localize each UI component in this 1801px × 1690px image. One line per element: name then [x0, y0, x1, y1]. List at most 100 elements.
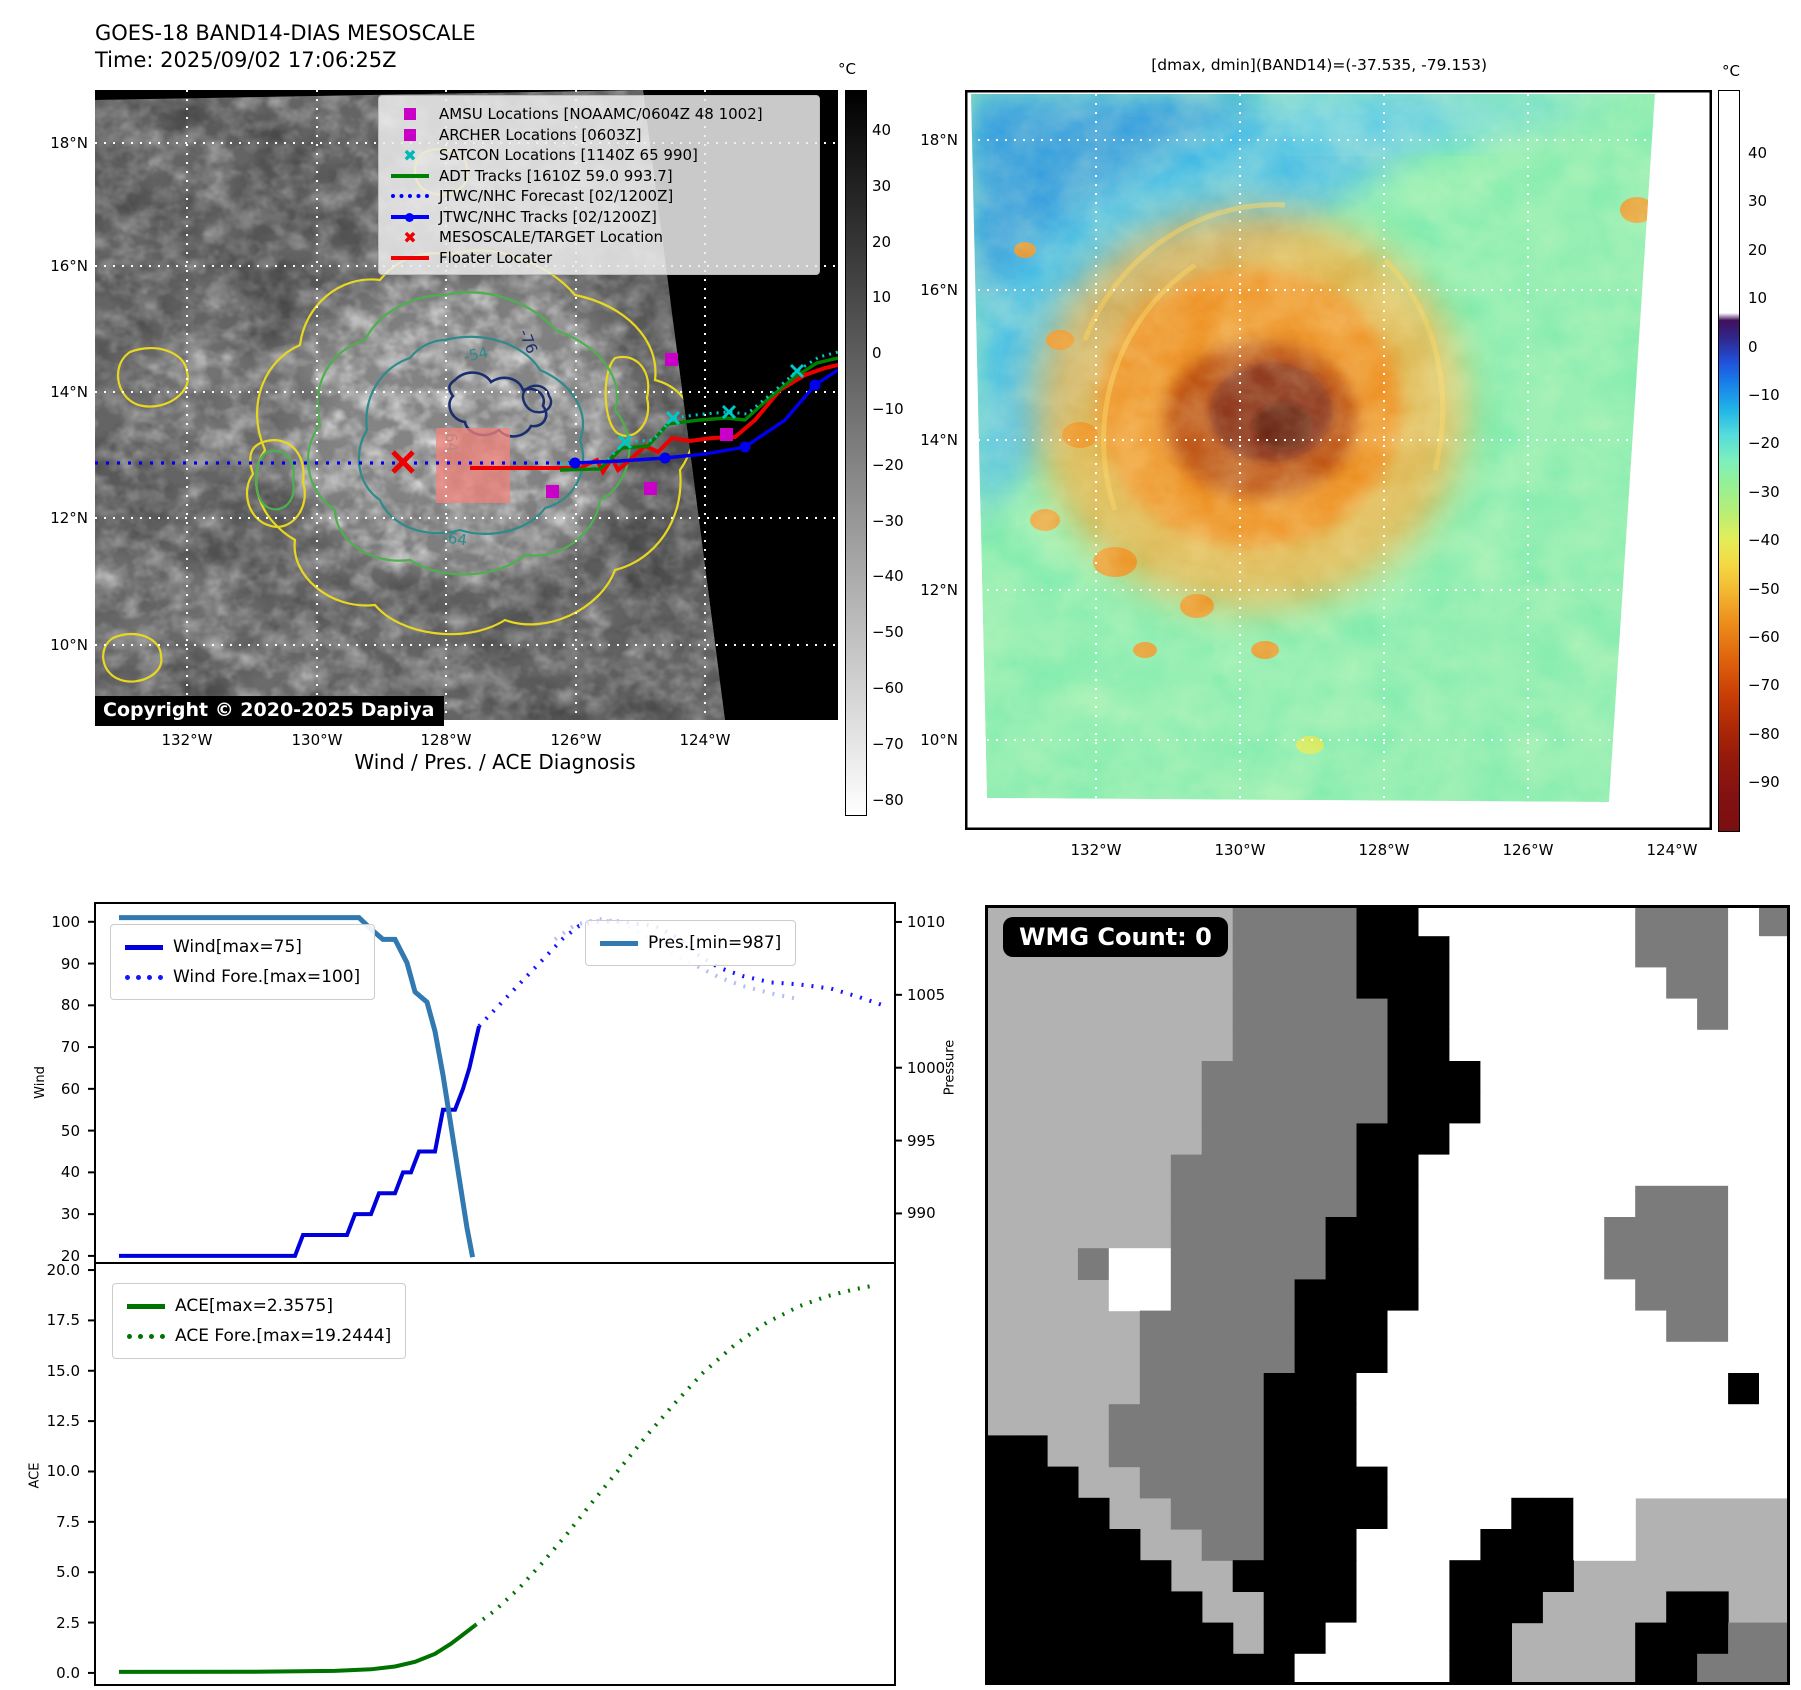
wmg-grid-cell — [1666, 936, 1698, 968]
wmg-grid-cell — [1728, 1653, 1760, 1685]
legend-item: ✖ MESOSCALE/TARGET Location — [389, 227, 807, 248]
wmg-grid-cell — [1511, 936, 1543, 968]
wmg-grid-cell — [1232, 967, 1265, 1000]
wmg-grid-cell — [1356, 1341, 1389, 1374]
wmg-grid-cell — [1201, 1092, 1234, 1124]
wmg-grid-cell — [1139, 1279, 1172, 1312]
wmg-grid-cell — [1170, 1404, 1203, 1436]
wmg-grid-cell — [1728, 1123, 1760, 1156]
wmg-grid-cell — [1294, 1529, 1327, 1561]
ace-tick-label: 17.5 — [46, 1311, 80, 1330]
wmg-grid-cell — [1263, 1217, 1296, 1249]
wmg-grid-cell — [1728, 1404, 1760, 1436]
wmg-grid-cell — [1294, 1310, 1327, 1343]
wmg-grid-cell — [1016, 1653, 1048, 1685]
wmg-grid-cell — [1449, 1466, 1481, 1499]
wind-axis-label: Wind — [32, 1066, 48, 1099]
wmg-grid-cell — [1387, 1373, 1420, 1405]
wmg-grid-cell — [1418, 1310, 1451, 1343]
wmg-grid-cell — [1077, 1622, 1110, 1655]
wmg-grid-cell — [1263, 1248, 1296, 1280]
wmg-grid-cell — [1016, 1435, 1048, 1468]
wmg-grid-cell — [1511, 1466, 1543, 1499]
wmg-grid-cell — [1263, 1591, 1296, 1624]
right-map-lat-label: 12°N — [920, 581, 958, 599]
wmg-grid-cell — [1480, 1591, 1512, 1624]
wmg-grid-cell — [1604, 936, 1636, 968]
wmg-grid-cell — [1697, 1029, 1729, 1062]
wmg-grid-cell — [1480, 1092, 1512, 1124]
wmg-grid-cell — [1387, 1622, 1420, 1655]
wmg-grid-cell — [1294, 998, 1327, 1031]
wmg-grid-cell — [1325, 1248, 1358, 1280]
wmg-grid-cell — [1573, 1279, 1605, 1312]
wmg-grid-cell — [1418, 1061, 1451, 1093]
wmg-grid-cell — [1759, 1279, 1790, 1312]
wmg-grid-cell — [1759, 1029, 1790, 1062]
wmg-grid-cell — [1728, 1217, 1760, 1249]
wmg-grid-cell — [1449, 1529, 1481, 1561]
right-colorbar-tick-label: 0 — [1748, 337, 1758, 356]
wmg-grid-cell — [1511, 1029, 1543, 1062]
wmg-grid-cell — [1201, 1373, 1234, 1405]
wmg-grid-cell — [1418, 1529, 1451, 1561]
wmg-grid-cell — [1449, 1248, 1481, 1280]
wmg-grid-cell — [1356, 1029, 1389, 1062]
wmg-grid-cell — [1232, 1560, 1265, 1592]
legend-item: AMSU Locations [NOAAMC/0604Z 48 1002] — [389, 104, 807, 125]
wmg-grid-cell — [1170, 1622, 1203, 1655]
wmg-grid-cell — [1697, 1341, 1729, 1374]
wmg-grid-cell — [1449, 1341, 1481, 1374]
wmg-grid-cell — [1573, 998, 1605, 1031]
wmg-grid-cell — [1666, 1404, 1698, 1436]
chart-legend-item: Pres.[min=987] — [600, 928, 781, 958]
wmg-grid-cell — [1635, 1123, 1667, 1156]
legend-item-label: Floater Locater — [439, 248, 553, 267]
wmg-grid-cell — [1573, 1248, 1605, 1280]
wmg-grid-cell — [1511, 1185, 1543, 1218]
wmg-grid-cell — [1108, 1435, 1141, 1468]
wmg-grid-cell — [1728, 1248, 1760, 1280]
wmg-grid-cell — [985, 1466, 1017, 1499]
wmg-grid-cell — [985, 1497, 1017, 1530]
right-map-lon-label: 128°W — [1358, 841, 1410, 859]
wmg-grid-cell — [1697, 1404, 1729, 1436]
wmg-grid-cell — [1387, 1061, 1420, 1093]
wmg-grid-cell — [1139, 1622, 1172, 1655]
wmg-grid-cell — [1418, 1248, 1451, 1280]
contour-label: -64 — [441, 528, 468, 549]
wmg-grid-cell — [1573, 1373, 1605, 1405]
left-colorbar-tick-label: 40 — [872, 121, 892, 139]
wmg-grid-cell — [1511, 1591, 1543, 1624]
chart-legend-box: Wind[max=75] Wind Fore.[max=100] — [110, 924, 376, 1000]
wmg-grid-cell — [1480, 1217, 1512, 1249]
wmg-grid-cell — [1418, 1653, 1451, 1685]
right-colorbar-tick-label: −50 — [1748, 579, 1780, 598]
dotted-line-swatch-icon — [127, 1333, 165, 1339]
wmg-grid-cell — [1325, 905, 1358, 937]
wmg-grid-cell — [1294, 1404, 1327, 1436]
wmg-grid-cell — [1232, 905, 1265, 937]
wmg-grid-cell — [1635, 1404, 1667, 1436]
wmg-grid-cell — [985, 1435, 1017, 1468]
wmg-grid-cell — [1418, 1341, 1451, 1374]
wmg-grid-cell — [1139, 1466, 1172, 1499]
wmg-grid-cell — [1759, 1622, 1790, 1655]
chart-legend-box: ACE[max=2.3575] ACE Fore.[max=19.2444] — [112, 1283, 407, 1359]
wmg-grid-cell — [1542, 1217, 1574, 1249]
wmg-grid-cell — [1356, 905, 1389, 937]
right-map-lat-label: 10°N — [920, 731, 958, 749]
wmg-grid-cell — [1449, 905, 1481, 937]
wmg-grid-cell — [1542, 1341, 1574, 1374]
series-ace-fore-max-19-2444- — [473, 1283, 876, 1628]
right-colorbar-tick-label: −10 — [1748, 386, 1780, 404]
mesoscale-target-box — [436, 428, 510, 503]
ace-tick-label: 5.0 — [56, 1563, 80, 1582]
awv-imagery — [971, 94, 1655, 802]
chart-legend-label: Pres.[min=987] — [648, 933, 782, 953]
wmg-grid-cell — [1728, 1310, 1760, 1343]
pressure-tick-label: 1005 — [907, 985, 946, 1004]
right-map-lon-label: 132°W — [1070, 841, 1122, 859]
wmg-grid-cell — [1170, 1653, 1203, 1685]
wmg-grid-cell — [1418, 998, 1451, 1031]
